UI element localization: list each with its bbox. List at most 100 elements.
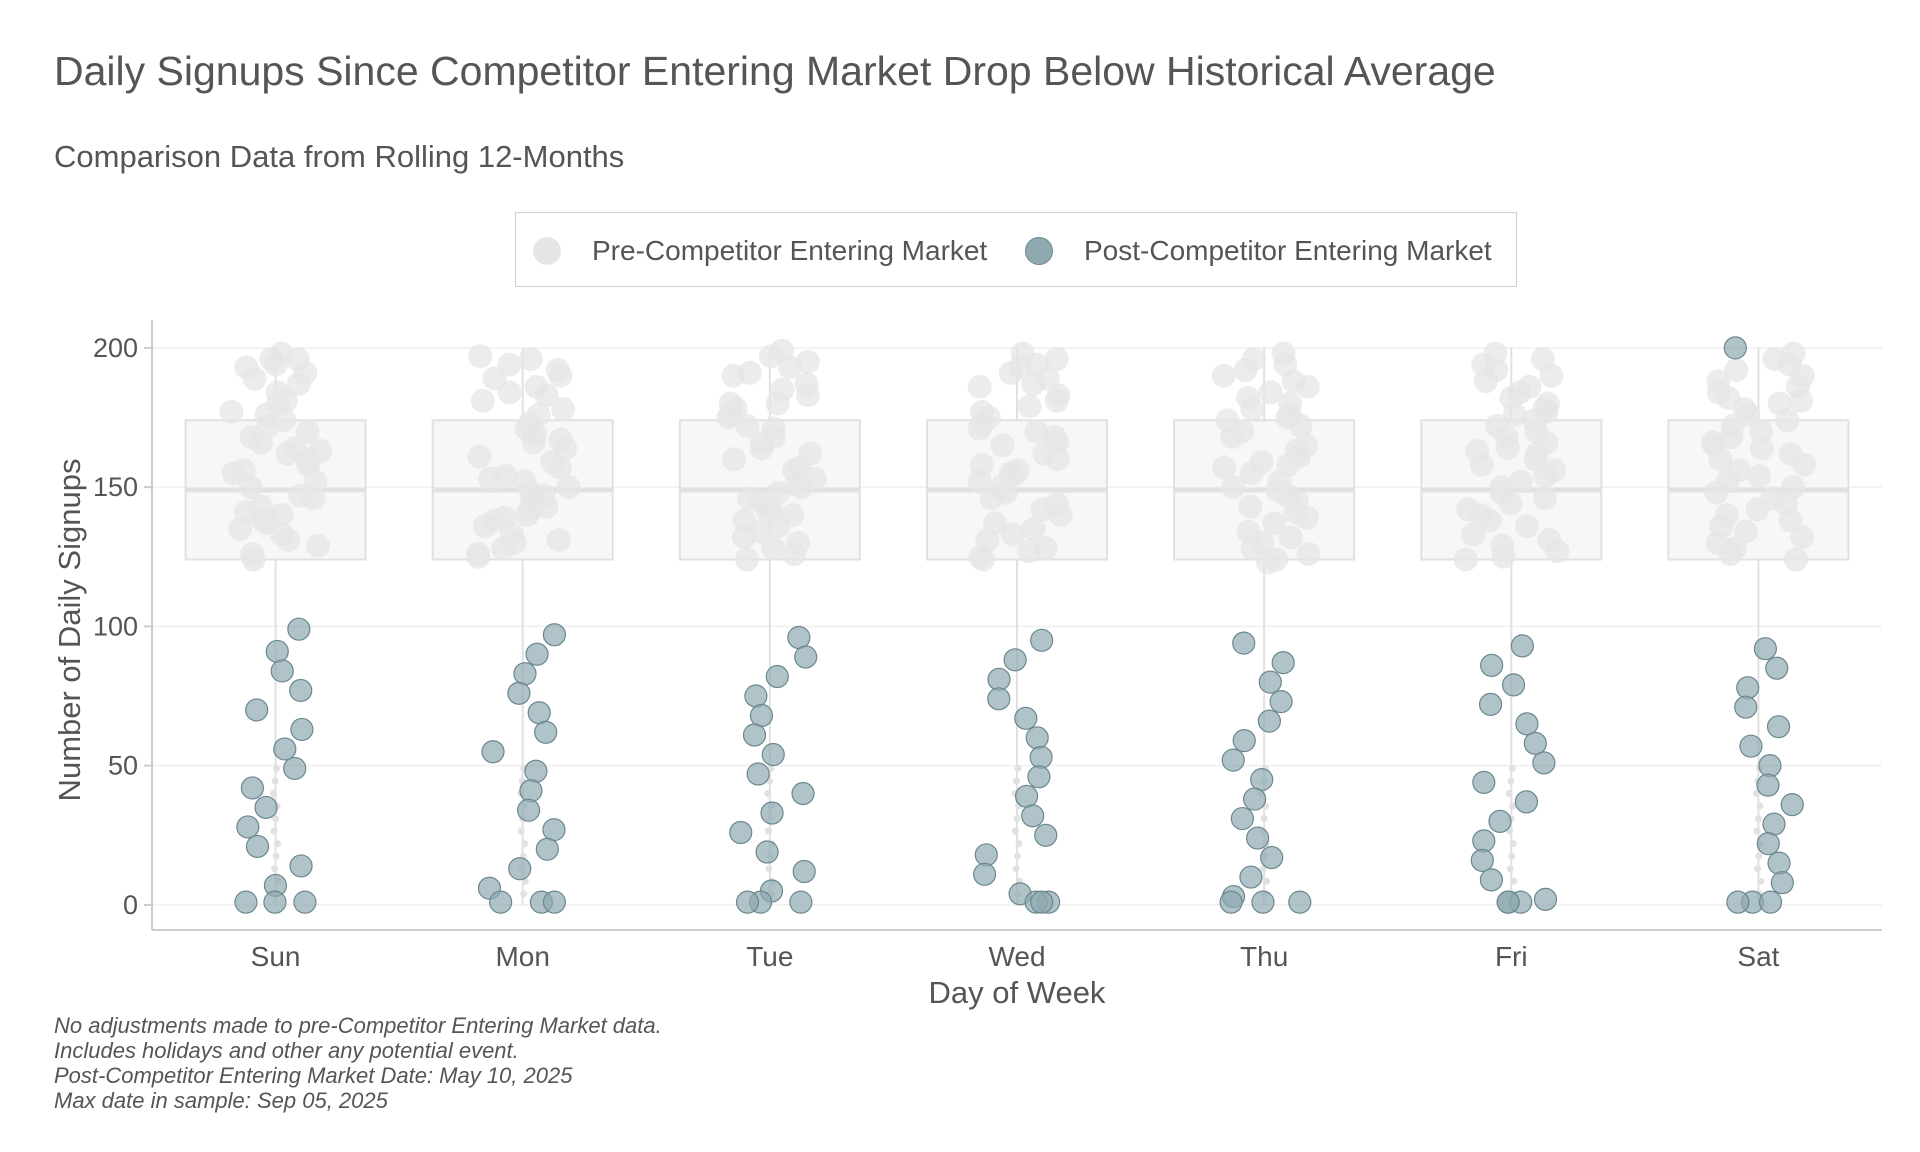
post-point	[287, 617, 311, 641]
pre-point	[521, 430, 546, 455]
post-point	[245, 834, 270, 859]
post-point	[1488, 809, 1512, 833]
pre-point	[242, 366, 267, 391]
pre-point	[1211, 363, 1236, 388]
post-point	[1257, 709, 1281, 733]
post-point	[1762, 812, 1786, 836]
pre-point	[534, 383, 559, 408]
box-outlier-dot	[1505, 790, 1513, 798]
box-outlier-dot	[1014, 852, 1021, 860]
box-outlier-dot	[1508, 852, 1516, 860]
post-point	[234, 890, 258, 914]
footnote-line: No adjustments made to pre-Competitor En…	[54, 1013, 662, 1038]
pre-point	[1495, 436, 1520, 461]
pre-point	[761, 536, 786, 561]
x-tick-label: Fri	[1495, 941, 1528, 972]
pre-point	[256, 413, 281, 438]
post-point	[481, 740, 505, 764]
pre-point	[1045, 447, 1070, 472]
post-point	[744, 684, 768, 708]
pre-point	[1783, 547, 1808, 572]
post-point	[289, 678, 313, 703]
pre-point	[1221, 475, 1246, 500]
pre-point	[478, 466, 503, 491]
pre-point	[1477, 508, 1502, 533]
pre-point	[273, 388, 298, 413]
post-point	[1767, 851, 1791, 875]
pre-point	[1275, 405, 1300, 430]
post-point	[765, 664, 789, 689]
post-point	[527, 701, 551, 725]
x-axis-title: Day of Week	[929, 975, 1106, 1010]
pre-point	[1048, 502, 1073, 527]
post-point	[1533, 887, 1558, 911]
post-point	[293, 890, 317, 914]
pre-point	[1498, 491, 1523, 516]
box-outlier-dot	[1506, 865, 1514, 873]
post-point	[489, 890, 513, 914]
x-tick-label: Thu	[1240, 941, 1288, 972]
pre-point	[275, 441, 300, 466]
pre-point	[470, 388, 495, 413]
post-point	[1479, 868, 1503, 892]
box-outlier-dot	[274, 840, 282, 848]
pre-point	[1262, 511, 1287, 536]
post-point	[1765, 656, 1789, 680]
y-tick-label: 0	[123, 890, 138, 920]
box-outlier-dot	[1507, 777, 1515, 785]
pre-point	[1021, 516, 1046, 541]
pre-point	[789, 475, 814, 500]
post-point	[265, 639, 289, 664]
post-point	[1470, 848, 1494, 872]
pre-point	[467, 444, 492, 469]
y-tick-label: 50	[108, 751, 138, 781]
pre-point	[1473, 369, 1498, 394]
post-point	[761, 742, 785, 767]
box-outlier-dot	[271, 865, 279, 873]
post-point	[1510, 634, 1534, 658]
post-point	[1242, 787, 1267, 811]
box-outlier-dot	[517, 827, 525, 835]
post-point	[735, 890, 760, 914]
post-point	[1723, 336, 1747, 360]
post-point	[792, 859, 816, 884]
post-point	[1532, 751, 1556, 775]
pre-point	[482, 366, 507, 391]
pre-point	[497, 380, 522, 405]
post-point	[1756, 773, 1780, 797]
box-outlier-dot	[1263, 877, 1271, 885]
y-tick-label: 200	[93, 333, 138, 363]
pre-point	[518, 346, 543, 371]
pre-point	[1255, 550, 1280, 575]
post-point	[507, 681, 531, 705]
box-outlier-dot	[273, 764, 281, 772]
box-outlier-dot	[1509, 840, 1517, 848]
pre-point	[1212, 455, 1237, 480]
pre-point	[1775, 408, 1800, 433]
pre-point	[1749, 436, 1774, 461]
box-outlier-dot	[1752, 790, 1760, 798]
box-outlier-dot	[272, 852, 280, 860]
pre-point	[1258, 380, 1283, 405]
box-outlier-dot	[1756, 802, 1764, 810]
pre-point	[1024, 419, 1049, 444]
post-point	[787, 625, 811, 650]
post-point	[1472, 770, 1496, 794]
x-tick-label: Wed	[988, 941, 1045, 972]
pre-point	[515, 502, 540, 527]
legend: Pre-Competitor Entering Market Post-Comp…	[515, 212, 1517, 287]
post-point	[1014, 784, 1039, 808]
pre-point	[1718, 541, 1743, 566]
pre-point	[998, 360, 1023, 385]
box-outlier-dot	[521, 840, 529, 848]
pre-point	[1747, 463, 1772, 488]
post-point	[1014, 706, 1038, 730]
pre-point	[276, 528, 301, 553]
post-point	[1758, 754, 1782, 778]
post-point	[1736, 676, 1760, 700]
legend-key-post	[1021, 233, 1057, 269]
pre-point	[1545, 539, 1570, 564]
post-point	[525, 642, 549, 666]
post-point	[1239, 865, 1263, 889]
pre-point	[1296, 541, 1321, 566]
